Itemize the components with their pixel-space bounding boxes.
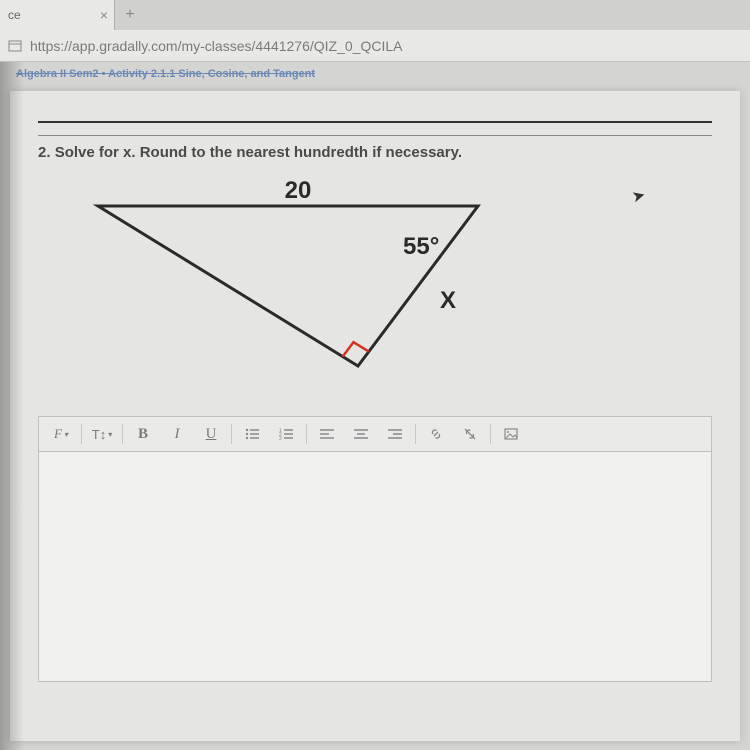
align-left-icon (320, 428, 334, 440)
font-family-button[interactable]: F▾ (45, 420, 77, 448)
question-number: 2. (38, 144, 51, 161)
answer-textarea[interactable] (38, 452, 712, 682)
browser-tab[interactable]: ce × (0, 0, 115, 30)
page-content: Algebra II Sem2 • Activity 2.1.1 Sine, C… (0, 62, 750, 750)
link-button[interactable] (420, 420, 452, 448)
italic-button[interactable]: I (161, 420, 193, 448)
separator (81, 424, 82, 444)
list-ol-icon: 123 (279, 428, 293, 440)
side-label: X (440, 287, 456, 314)
unordered-list-button[interactable] (236, 420, 268, 448)
unlink-icon (463, 427, 477, 441)
align-center-button[interactable] (345, 420, 377, 448)
question-text: 2. Solve for x. Round to the nearest hun… (38, 144, 712, 161)
link-icon (429, 427, 443, 441)
hypotenuse-label: 20 (285, 177, 312, 204)
close-icon[interactable]: × (100, 7, 108, 23)
triangle-svg: 20 55° X (38, 176, 538, 386)
triangle-diagram: 20 55° X (38, 176, 712, 396)
chevron-down-icon: ▾ (64, 430, 68, 439)
align-right-button[interactable] (379, 420, 411, 448)
angle-label: 55° (403, 233, 439, 260)
unlink-button[interactable] (454, 420, 486, 448)
bold-button[interactable]: B (127, 420, 159, 448)
separator (306, 424, 307, 444)
align-right-icon (388, 428, 402, 440)
ordered-list-button[interactable]: 123 (270, 420, 302, 448)
tab-label: ce (8, 8, 21, 22)
chevron-down-icon: ▾ (108, 430, 112, 439)
underline-button[interactable]: U (195, 420, 227, 448)
question-prompt: Solve for x. Round to the nearest hundre… (55, 144, 462, 161)
image-icon (504, 428, 518, 440)
size-label: T↕ (92, 427, 106, 442)
site-icon (8, 39, 22, 53)
svg-text:3: 3 (279, 436, 282, 440)
window-shadow (0, 62, 24, 750)
separator (415, 424, 416, 444)
divider (38, 135, 712, 136)
align-left-button[interactable] (311, 420, 343, 448)
browser-tab-bar: ce × + (0, 0, 750, 30)
separator (490, 424, 491, 444)
separator (231, 424, 232, 444)
list-ul-icon (245, 428, 259, 440)
breadcrumb[interactable]: Algebra II Sem2 • Activity 2.1.1 Sine, C… (6, 62, 744, 83)
url-text: https://app.gradally.com/my-classes/4441… (30, 38, 402, 54)
editor-toolbar: F▾ T↕▾ B I U 123 (38, 416, 712, 452)
divider (38, 121, 712, 123)
address-bar[interactable]: https://app.gradally.com/my-classes/4441… (0, 30, 750, 62)
font-label: F (54, 426, 62, 442)
font-size-button[interactable]: T↕▾ (86, 420, 118, 448)
separator (122, 424, 123, 444)
new-tab-button[interactable]: + (115, 6, 145, 24)
image-button[interactable] (495, 420, 527, 448)
question-panel: ➤ 2. Solve for x. Round to the nearest h… (10, 91, 740, 741)
align-center-icon (354, 428, 368, 440)
triangle-shape (98, 206, 478, 366)
